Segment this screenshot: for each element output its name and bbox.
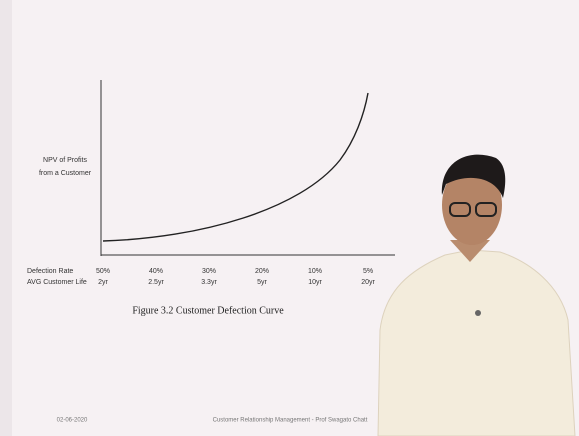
figure-caption: Figure 3.2 Customer Defection Curve [132, 305, 284, 316]
category-label: 3.3yr [201, 279, 217, 286]
page: {"slide": { "figure": { "y_axis_label": … [0, 0, 579, 436]
category-label: 10% [308, 268, 322, 275]
row-label: AVG Customer Life [27, 279, 87, 286]
category-label: 2.5yr [148, 279, 164, 286]
category-label: 40% [149, 268, 163, 275]
y-axis-label: NPV of Profits [43, 157, 87, 164]
category-label: 20yr [361, 279, 375, 286]
category-label: 20% [255, 268, 269, 275]
category-label: 5% [363, 268, 373, 275]
category-label: 5yr [257, 279, 267, 286]
row-label: Defection Rate [27, 268, 73, 275]
slide: NPV of Profits from a Customer Defection… [0, 0, 579, 436]
y-axis-label: from a Customer [39, 170, 92, 177]
category-label: 2yr [98, 279, 108, 286]
category-label: 50% [96, 268, 110, 275]
category-label: 10yr [308, 279, 322, 286]
footer-text: Customer Relationship Management - Prof … [213, 418, 368, 424]
category-label: 30% [202, 268, 216, 275]
footer-date: 02-06-2020 [57, 418, 88, 424]
left-edge [0, 0, 12, 436]
microphone [475, 310, 481, 316]
